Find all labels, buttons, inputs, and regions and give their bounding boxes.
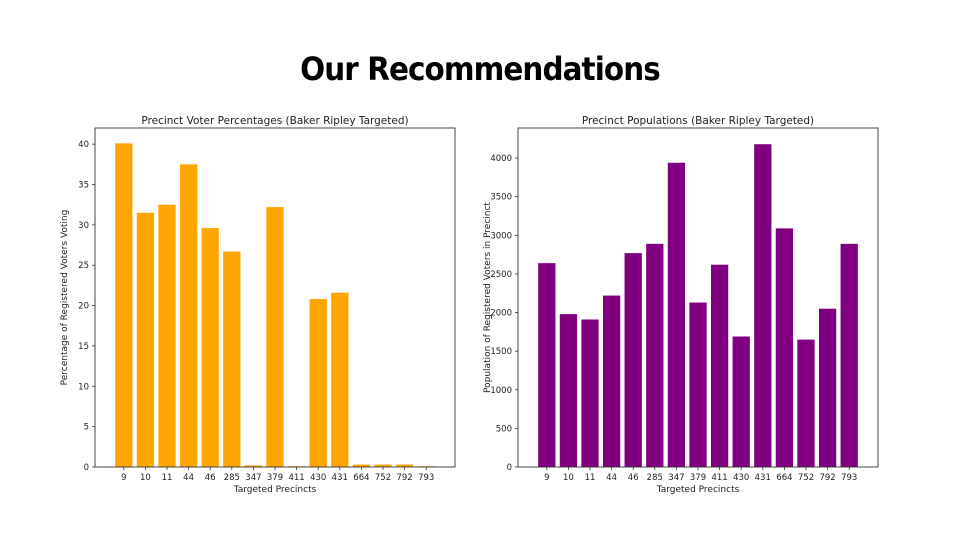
- x-tick-label: 10: [140, 473, 151, 483]
- x-tick-label: 752: [798, 473, 814, 483]
- y-tick-label: 30: [78, 221, 89, 231]
- bar: [754, 144, 772, 467]
- chart-svg: Precinct Populations (Baker Ripley Targe…: [483, 115, 879, 495]
- x-tick-label: 46: [205, 473, 216, 483]
- y-tick-label: 10: [78, 382, 89, 392]
- x-tick-label: 792: [396, 473, 412, 483]
- x-tick-label: 44: [606, 473, 617, 483]
- bar: [581, 319, 599, 467]
- bar: [309, 299, 327, 467]
- y-tick-label: 2500: [490, 270, 512, 280]
- bar: [158, 204, 176, 467]
- x-axis-label: Targeted Precincts: [233, 485, 317, 495]
- x-tick-label: 46: [628, 473, 639, 483]
- voter-percentage-chart: Precinct Voter Percentages (Baker Ripley…: [55, 110, 465, 504]
- bar: [732, 336, 750, 467]
- y-tick-label: 15: [78, 342, 89, 352]
- y-tick-label: 4000: [490, 154, 512, 164]
- bar: [646, 243, 664, 467]
- bar: [624, 253, 642, 467]
- bar: [136, 212, 155, 467]
- y-tick-label: 0: [84, 463, 89, 473]
- precinct-population-chart: Precinct Populations (Baker Ripley Targe…: [478, 110, 888, 504]
- y-tick-label: 3500: [490, 193, 512, 203]
- x-axis-label: Targeted Precincts: [656, 485, 740, 495]
- y-tick-label: 3000: [490, 231, 512, 241]
- x-tick-label: 10: [563, 473, 574, 483]
- bar: [775, 228, 794, 467]
- bar: [395, 464, 414, 467]
- chart-title: Precinct Populations (Baker Ripley Targe…: [582, 115, 814, 127]
- bar: [602, 295, 621, 467]
- x-tick-label: 431: [755, 473, 771, 483]
- x-tick-label: 11: [585, 473, 596, 483]
- x-tick-label: 347: [245, 473, 261, 483]
- x-tick-label: 379: [267, 473, 283, 483]
- bar: [840, 243, 858, 467]
- y-tick-label: 40: [78, 140, 89, 150]
- bar: [331, 292, 349, 467]
- y-axis-label: Population of Registered Voters in Preci…: [483, 202, 493, 393]
- x-tick-label: 664: [353, 473, 369, 483]
- x-tick-label: 9: [121, 473, 126, 483]
- plot-frame: [517, 127, 879, 468]
- y-tick-label: 500: [496, 424, 512, 434]
- y-tick-label: 1500: [490, 347, 512, 357]
- x-tick-label: 792: [819, 473, 835, 483]
- x-tick-label: 285: [224, 473, 240, 483]
- plot-frame: [94, 127, 456, 468]
- bar: [538, 263, 556, 467]
- y-tick-label: 1000: [490, 386, 512, 396]
- y-tick-label: 35: [78, 181, 89, 191]
- slide-title: Our Recommendations: [300, 50, 661, 88]
- bar: [244, 465, 263, 467]
- x-tick-label: 411: [711, 473, 727, 483]
- y-tick-label: 0: [507, 463, 512, 473]
- chart-svg: Precinct Voter Percentages (Baker Ripley…: [60, 115, 456, 495]
- bar: [201, 228, 219, 467]
- bar: [374, 464, 392, 467]
- x-tick-label: 379: [690, 473, 706, 483]
- chart-title: Precinct Voter Percentages (Baker Ripley…: [141, 115, 408, 127]
- x-tick-label: 9: [544, 473, 549, 483]
- bar: [667, 162, 686, 467]
- bar: [266, 207, 284, 467]
- x-tick-label: 430: [733, 473, 749, 483]
- y-tick-label: 2000: [490, 309, 512, 319]
- bar: [559, 314, 578, 467]
- x-tick-label: 411: [288, 473, 304, 483]
- x-tick-label: 285: [647, 473, 663, 483]
- bar: [797, 339, 815, 467]
- x-tick-label: 664: [776, 473, 792, 483]
- x-tick-label: 11: [162, 473, 173, 483]
- x-tick-label: 793: [841, 473, 857, 483]
- x-tick-label: 347: [668, 473, 684, 483]
- y-axis-label: Percentage of Registered Voters Voting: [60, 210, 70, 386]
- y-tick-label: 25: [78, 261, 89, 271]
- y-tick-label: 20: [78, 302, 89, 312]
- x-tick-label: 430: [310, 473, 326, 483]
- x-tick-label: 752: [375, 473, 391, 483]
- y-tick-label: 5: [84, 423, 89, 433]
- bar: [710, 264, 729, 467]
- x-tick-label: 431: [332, 473, 348, 483]
- bar: [115, 143, 133, 468]
- x-tick-label: 793: [418, 473, 434, 483]
- bar: [689, 302, 707, 467]
- x-tick-label: 44: [183, 473, 194, 483]
- bar: [179, 164, 198, 468]
- bar: [818, 308, 837, 467]
- bar: [223, 251, 241, 467]
- bar: [352, 464, 371, 467]
